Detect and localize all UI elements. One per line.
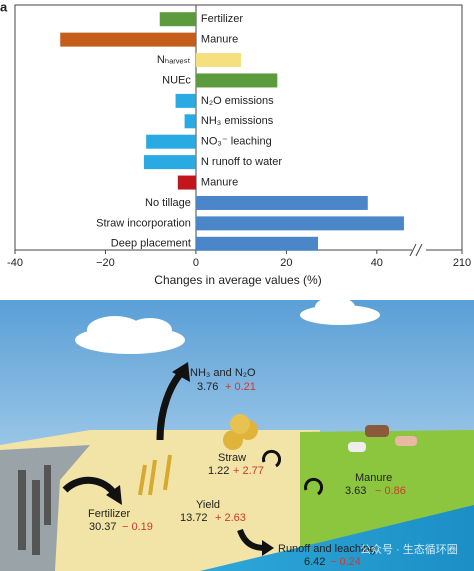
bar	[146, 134, 196, 149]
category-label: Nₕₐᵣᵥₑₛₜ	[157, 54, 191, 66]
value: 6.42	[304, 556, 325, 568]
bar	[159, 12, 196, 27]
category-label: Straw incorporation	[96, 217, 191, 229]
change: − 0.86	[375, 485, 406, 497]
bar	[60, 32, 196, 47]
category-label: NO₃⁻ leaching	[201, 136, 272, 148]
category-label: NH₃ emissions	[201, 115, 274, 127]
change: + 2.77	[233, 465, 264, 477]
value: 1.22	[208, 465, 229, 477]
bars: -40 −20 0 20 40 210 Fertilizer Manure Nₕₐᵣᵥₑₛₜ NU…	[7, 12, 471, 269]
value: 3.63	[345, 485, 366, 497]
bar	[195, 195, 368, 210]
value: 30.37	[89, 521, 117, 533]
category-label: N₂O emissions	[201, 95, 274, 107]
panel-label: a	[0, 0, 8, 14]
label: Fertilizer	[88, 508, 131, 520]
value: 13.72	[180, 512, 208, 524]
bar	[195, 53, 242, 68]
category-label: Manure	[201, 34, 238, 46]
x-axis-label: Changes in average values (%)	[154, 273, 321, 287]
label: Straw	[218, 452, 246, 464]
change: + 0.21	[225, 381, 256, 393]
x-tick-label: 210	[453, 257, 471, 269]
bar	[143, 155, 196, 170]
bar	[195, 73, 278, 88]
watermark: 公众号 · 生态循环圈	[360, 542, 458, 556]
label: NH₃ and N₂O	[190, 367, 256, 379]
x-tick-label: −20	[96, 257, 115, 269]
category-label: Fertilizer	[201, 13, 244, 25]
change: + 2.63	[215, 512, 246, 524]
landscape	[0, 297, 474, 571]
x-tick-label: -40	[7, 257, 23, 269]
axis-break	[409, 243, 426, 257]
x-tick-label: 40	[371, 257, 383, 269]
category-label: Deep placement	[111, 238, 191, 250]
change: − 0.24	[330, 556, 361, 568]
bar	[175, 93, 196, 108]
label: Yield	[196, 499, 220, 511]
bar	[195, 216, 404, 231]
bar	[184, 114, 196, 129]
bar	[177, 175, 196, 190]
x-tick-label: 0	[193, 257, 199, 269]
x-tick-label: 20	[280, 257, 292, 269]
category-label: NUEc	[162, 74, 191, 86]
label: Manure	[355, 472, 392, 484]
bar	[195, 236, 319, 251]
diagram-labels: NH₃ and N₂O 3.76 + 0.21 Straw 1.22 + 2.7…	[88, 367, 458, 568]
category-label: N runoff to water	[201, 156, 282, 168]
label: Runoff and leaching	[278, 543, 376, 555]
category-label: Manure	[201, 176, 238, 188]
value: 3.76	[197, 381, 218, 393]
category-label: No tillage	[145, 197, 191, 209]
change: − 0.19	[122, 521, 153, 533]
